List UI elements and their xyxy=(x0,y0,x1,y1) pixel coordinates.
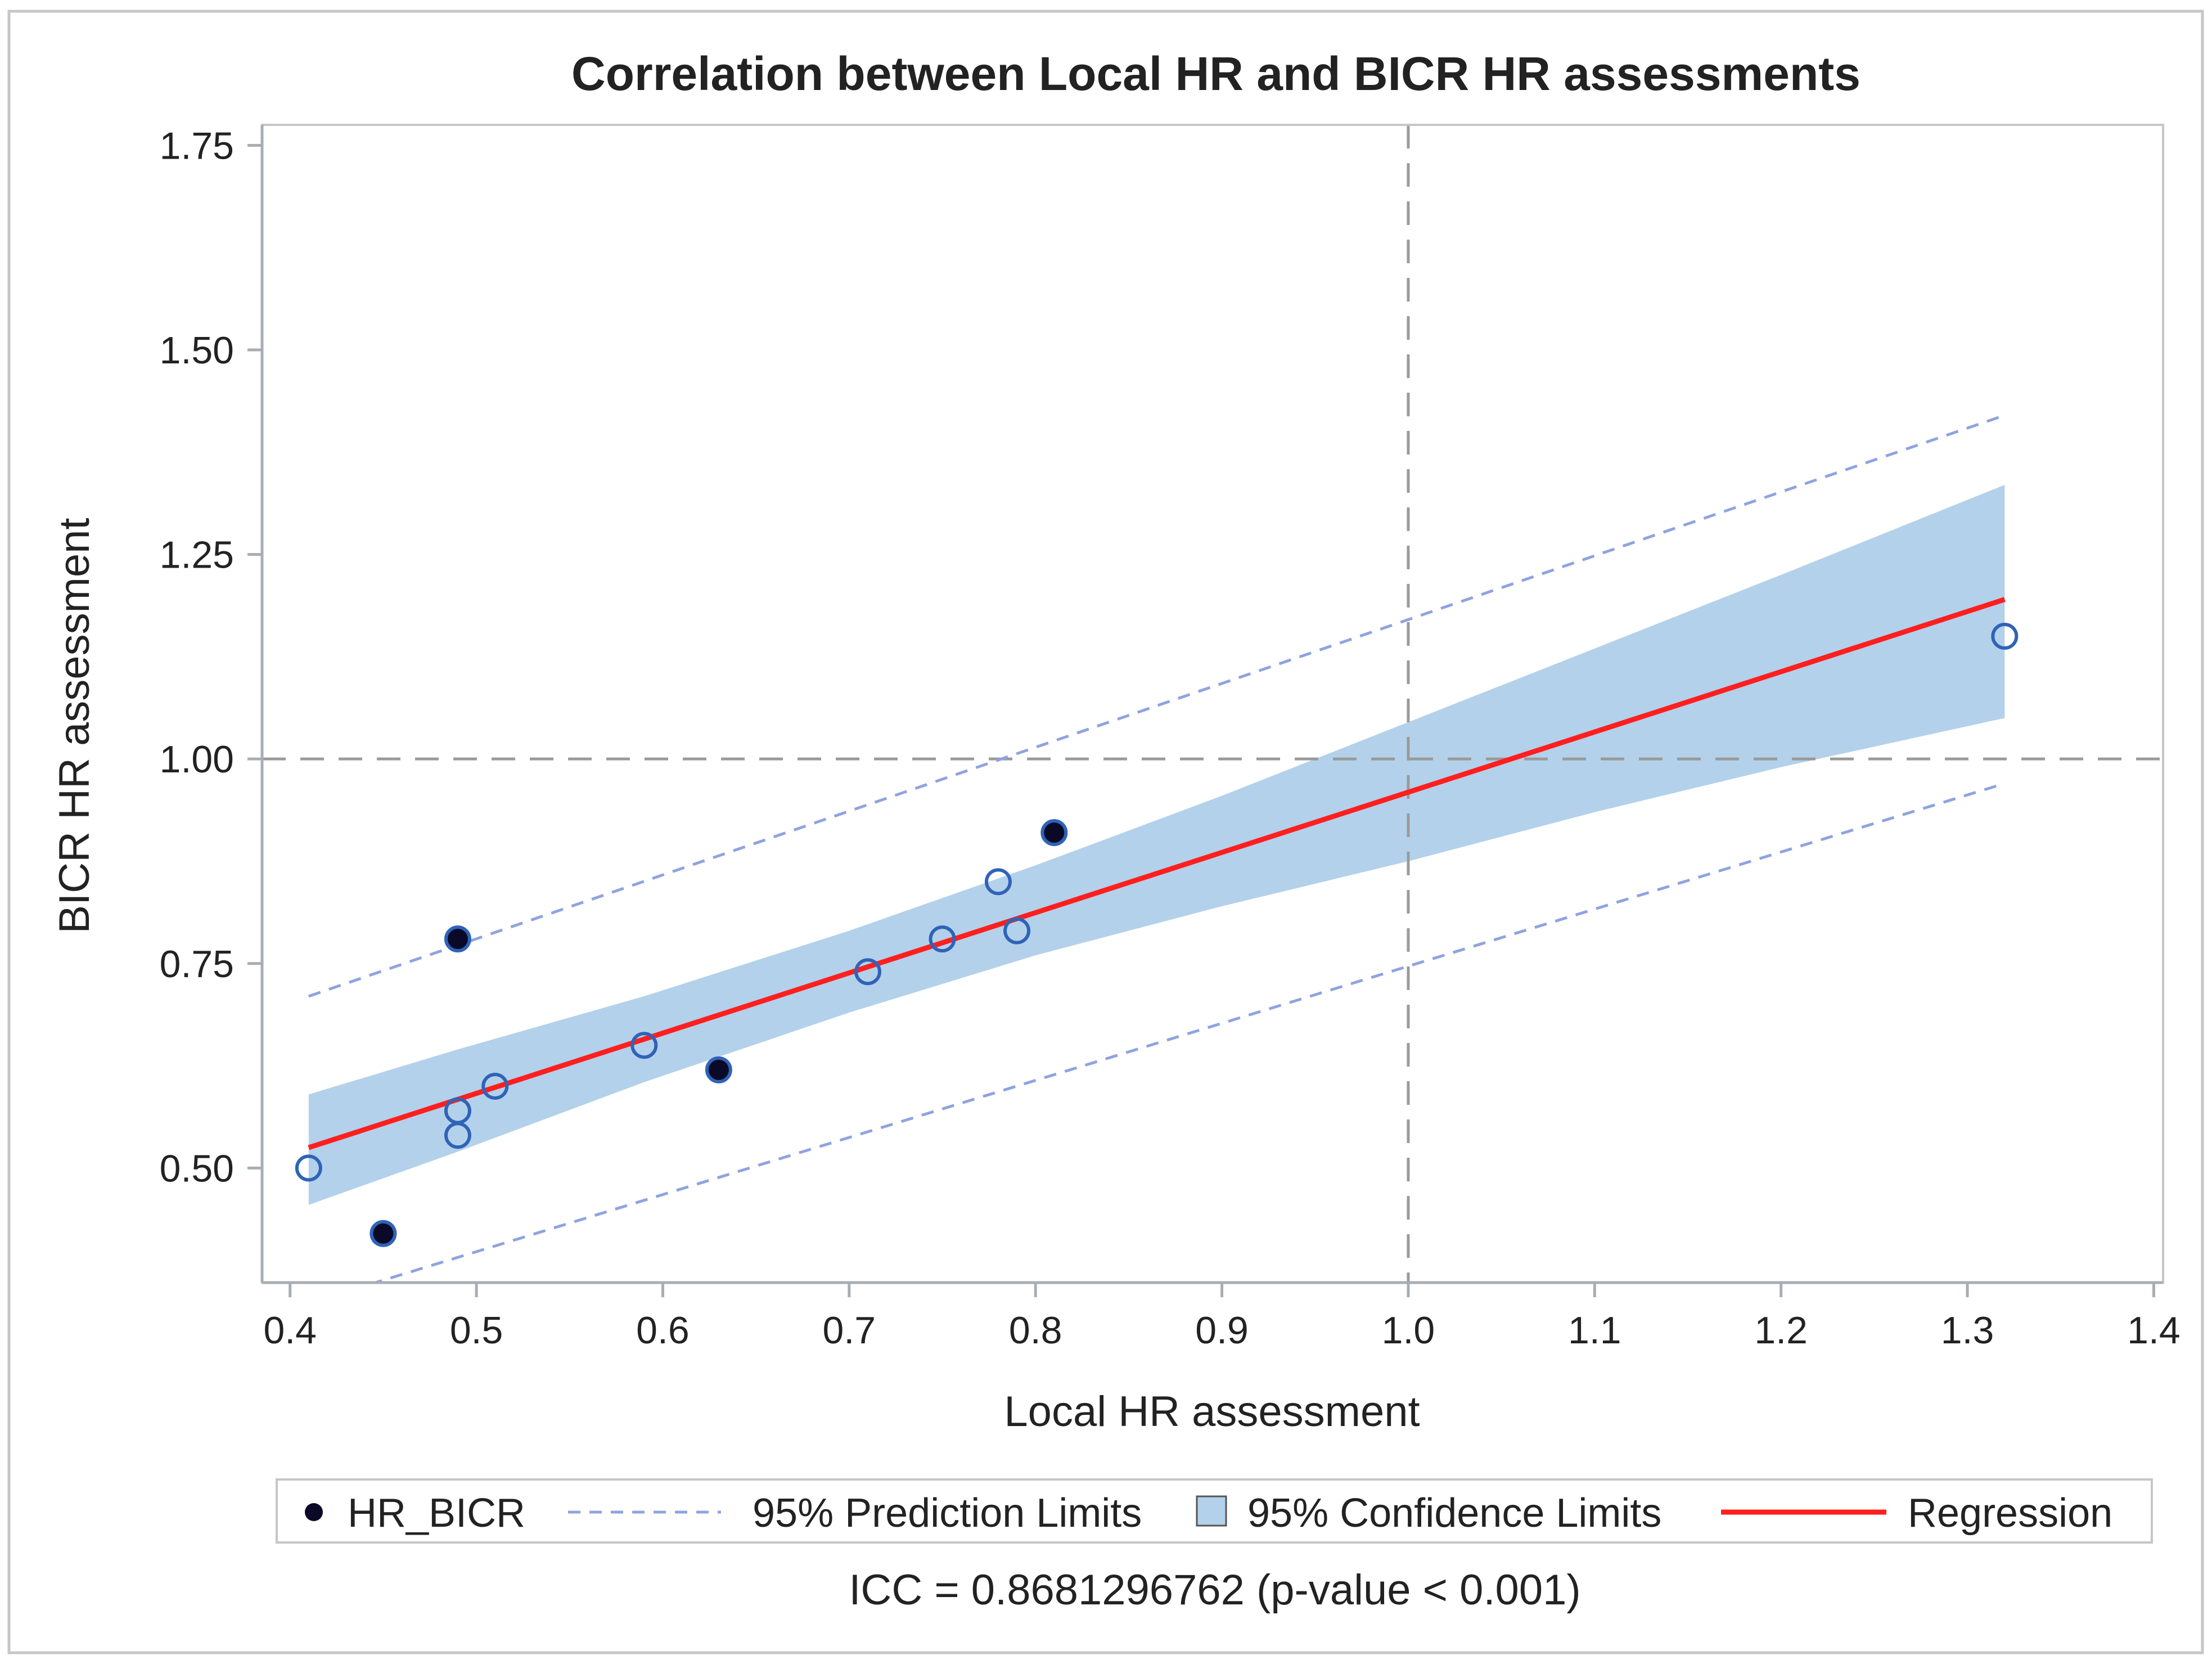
x-tick-label: 0.4 xyxy=(263,1309,317,1352)
y-tick-label: 1.25 xyxy=(160,534,234,577)
scatter-point xyxy=(295,1154,322,1182)
y-tick-label: 1.50 xyxy=(160,329,234,372)
x-tick-label: 1.0 xyxy=(1382,1309,1435,1352)
scatter-point xyxy=(444,925,471,953)
x-tick-label: 1.3 xyxy=(1941,1309,1994,1352)
plot-area xyxy=(261,124,2164,1284)
scatter-point xyxy=(984,868,1012,896)
legend-label-prediction: 95% Prediction Limits xyxy=(753,1491,1142,1536)
legend-marker-hr-bicr xyxy=(305,1503,323,1521)
scatter-point xyxy=(1003,917,1031,945)
y-tick-label: 1.00 xyxy=(160,738,234,781)
x-tick-label: 0.7 xyxy=(823,1309,876,1352)
chart-title: Correlation between Local HR and BICR HR… xyxy=(571,47,1860,100)
prediction-lower-line xyxy=(371,782,2006,1283)
scatter-point xyxy=(1991,623,2019,650)
scatter-point xyxy=(630,1032,658,1059)
legend: HR_BICR 95% Prediction Limits 95% Confid… xyxy=(276,1478,2153,1544)
scatter-point xyxy=(705,1056,732,1083)
scatter-point xyxy=(481,1072,509,1100)
x-tick-label: 1.4 xyxy=(2127,1309,2181,1352)
legend-label-regression: Regression xyxy=(1908,1491,2112,1536)
x-axis: 0.4 0.5 0.6 0.7 0.8 0.9 1.0 1.1 1.2 1.3 1.4 xyxy=(262,1281,2181,1352)
y-axis: 0.50 0.75 1.00 1.25 1.50 1.75 xyxy=(160,124,264,1283)
y-tick-label: 1.75 xyxy=(160,124,234,167)
scatter-point xyxy=(1040,819,1068,847)
y-axis-label: BICR HR assessment xyxy=(51,518,98,933)
x-tick-label: 1.2 xyxy=(1754,1309,1808,1352)
legend-label-hr-bicr: HR_BICR xyxy=(348,1491,525,1536)
scatter-point xyxy=(854,958,881,986)
plot-contents xyxy=(262,125,2163,1283)
scatter-point xyxy=(370,1220,397,1247)
x-tick-label: 0.5 xyxy=(450,1309,503,1352)
scatter-point xyxy=(444,1122,471,1149)
legend-label-confidence: 95% Confidence Limits xyxy=(1247,1491,1661,1536)
outer-frame xyxy=(7,10,2204,1654)
x-axis-label: Local HR assessment xyxy=(1004,1388,1420,1436)
x-tick-label: 0.9 xyxy=(1195,1309,1249,1352)
x-tick-label: 0.6 xyxy=(636,1309,690,1352)
y-tick-label: 0.75 xyxy=(160,943,234,986)
icc-annotation: ICC = 0.8681296762 (p-value < 0.001) xyxy=(849,1566,1580,1614)
regression-line xyxy=(308,597,2006,1150)
x-tick-label: 1.1 xyxy=(1568,1309,1621,1352)
x-tick-label: 0.8 xyxy=(1009,1309,1062,1352)
y-tick-label: 0.50 xyxy=(160,1147,234,1190)
confidence-band xyxy=(308,484,2005,1205)
scatter-point xyxy=(929,925,956,953)
legend-marker-confidence xyxy=(1196,1495,1227,1527)
